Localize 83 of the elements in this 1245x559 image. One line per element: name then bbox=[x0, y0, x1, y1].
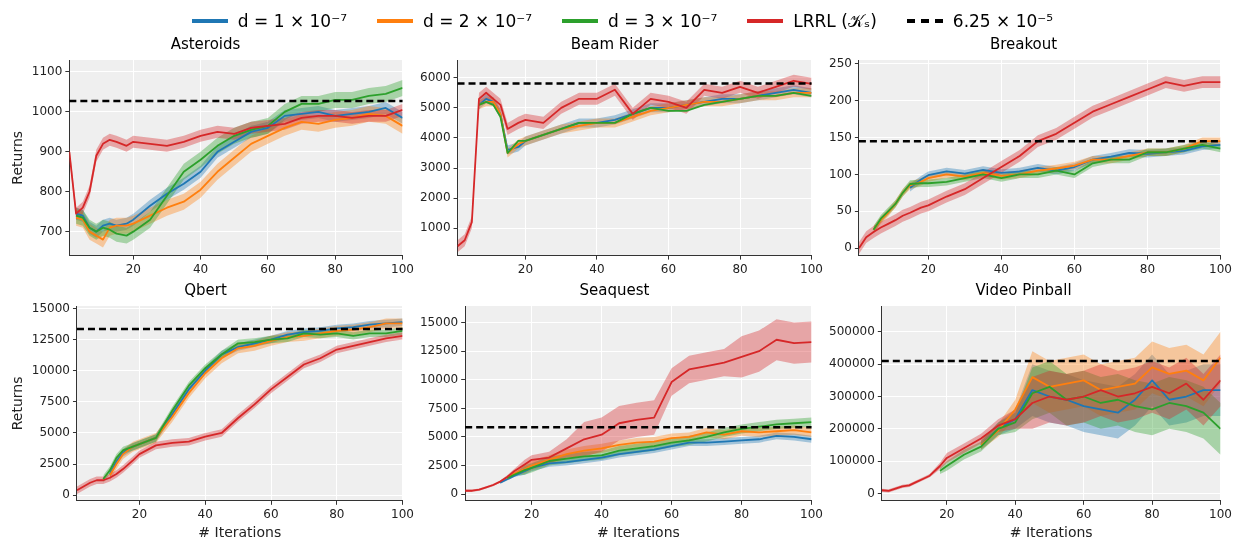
x-tick-label: 40 bbox=[589, 261, 605, 276]
x-tick-label: 100 bbox=[391, 507, 414, 522]
x-tick-label: 20 bbox=[131, 507, 148, 522]
chart-title: Video Pinball bbox=[975, 280, 1072, 299]
y-tick-label: 700 bbox=[39, 223, 63, 238]
y-tick-label: 100000 bbox=[829, 453, 875, 468]
y-tick-label: 5000 bbox=[419, 99, 451, 114]
x-tick-label: 60 bbox=[263, 507, 279, 522]
y-tick-label: 4000 bbox=[419, 130, 451, 145]
chart-title: Beam Rider bbox=[570, 34, 660, 53]
y-tick-label: 1100 bbox=[31, 64, 63, 79]
x-tick-label: 20 bbox=[125, 261, 141, 276]
y-tick-label: 300000 bbox=[829, 388, 875, 403]
x-tick-label: 80 bbox=[1139, 261, 1156, 276]
x-tick-label: 100 bbox=[800, 261, 823, 276]
y-tick-label: 200 bbox=[829, 92, 852, 107]
y-tick-label: 0 bbox=[62, 487, 70, 502]
x-tick-label: 60 bbox=[663, 507, 680, 522]
x-tick-label: 100 bbox=[391, 261, 414, 276]
y-tick-label: 15000 bbox=[31, 300, 70, 315]
x-tick-label: 80 bbox=[733, 507, 750, 522]
chart-title: Breakout bbox=[989, 34, 1058, 53]
chart-title: Seaquest bbox=[579, 280, 650, 299]
y-tick-label: 250 bbox=[829, 55, 852, 70]
x-tick-label: 100 bbox=[800, 507, 823, 522]
y-tick-label: 50 bbox=[836, 203, 852, 218]
y-tick-label: 2500 bbox=[39, 456, 70, 471]
x-tick-label: 20 bbox=[939, 507, 955, 522]
x-tick-label: 80 bbox=[327, 261, 343, 276]
x-tick-label: 80 bbox=[329, 507, 345, 522]
legend-label: 6.25 × 10⁻⁵ bbox=[952, 11, 1054, 31]
x-tick-label: 60 bbox=[1066, 261, 1083, 276]
legend-label: d = 3 × 10⁻⁷ bbox=[608, 11, 718, 31]
x-axis-title: # Iterations bbox=[198, 524, 282, 541]
y-tick-label: 400000 bbox=[829, 356, 875, 371]
x-tick-label: 60 bbox=[660, 261, 677, 276]
y-tick-label: 900 bbox=[39, 143, 63, 158]
x-tick-label: 100 bbox=[1209, 507, 1232, 522]
x-tick-label: 40 bbox=[192, 261, 209, 276]
y-tick-label: 200000 bbox=[829, 420, 875, 435]
y-tick-label: 2500 bbox=[427, 457, 459, 472]
x-tick-label: 60 bbox=[1076, 507, 1092, 522]
y-tick-label: 500000 bbox=[829, 323, 875, 338]
x-tick-label: 80 bbox=[1144, 507, 1160, 522]
legend-label: LRRL (𝒦ₛ) bbox=[793, 11, 877, 31]
y-tick-label: 7500 bbox=[39, 393, 70, 408]
y-tick-label: 15000 bbox=[419, 314, 459, 329]
chart-title: Asteroids bbox=[170, 34, 241, 53]
x-tick-label: 80 bbox=[732, 261, 748, 276]
x-tick-label: 40 bbox=[593, 507, 610, 522]
y-tick-label: 150 bbox=[829, 129, 852, 144]
y-tick-label: 10000 bbox=[31, 362, 70, 377]
x-tick-label: 20 bbox=[524, 507, 540, 522]
y-tick-label: 0 bbox=[867, 485, 875, 500]
y-tick-label: 0 bbox=[844, 240, 852, 255]
y-tick-label: 6000 bbox=[419, 69, 451, 84]
y-tick-label: 100 bbox=[829, 166, 852, 181]
x-tick-label: 40 bbox=[197, 507, 213, 522]
y-axis-title: Returns bbox=[9, 130, 26, 185]
y-tick-label: 800 bbox=[39, 183, 63, 198]
y-tick-label: 5000 bbox=[427, 429, 459, 444]
x-tick-label: 20 bbox=[517, 261, 534, 276]
x-axis-title: # Iterations bbox=[596, 524, 680, 541]
y-tick-label: 0 bbox=[450, 486, 459, 501]
y-tick-label: 10000 bbox=[419, 371, 459, 386]
y-tick-label: 1000 bbox=[419, 220, 451, 235]
y-tick-label: 1000 bbox=[31, 104, 63, 119]
x-axis-title: # Iterations bbox=[1009, 524, 1093, 541]
x-tick-label: 40 bbox=[1007, 507, 1023, 522]
chart-title: Qbert bbox=[184, 280, 227, 299]
y-tick-label: 3000 bbox=[419, 160, 451, 175]
legend-label: d = 2 × 10⁻⁷ bbox=[422, 11, 533, 31]
y-tick-label: 5000 bbox=[39, 425, 70, 440]
y-tick-label: 2000 bbox=[419, 190, 451, 205]
x-tick-label: 60 bbox=[260, 261, 276, 276]
y-tick-label: 12500 bbox=[31, 331, 70, 346]
x-tick-label: 100 bbox=[1209, 261, 1232, 276]
y-tick-label: 12500 bbox=[419, 343, 459, 358]
y-tick-label: 7500 bbox=[427, 400, 459, 415]
x-tick-label: 40 bbox=[993, 261, 1010, 276]
legend-label: d = 1 × 10⁻⁷ bbox=[237, 11, 347, 31]
y-axis-title: Returns bbox=[9, 376, 26, 431]
x-tick-label: 20 bbox=[920, 261, 936, 276]
